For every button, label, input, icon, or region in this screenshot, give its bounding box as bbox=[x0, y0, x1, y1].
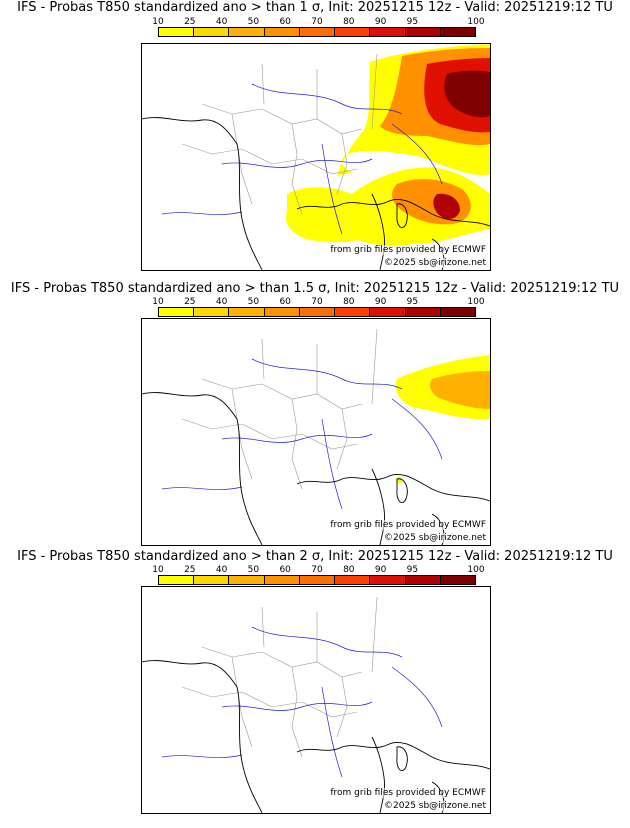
colorbar-swatch bbox=[370, 576, 406, 584]
colorbar-labels: 10 25 40 50 60 70 80 90 95 100 bbox=[152, 297, 484, 307]
probability-map: from grib files provided by ECMWF ©2025 … bbox=[141, 43, 491, 271]
colorbar-label: 95 bbox=[406, 565, 419, 575]
map-panel-1: IFS - Probas T850 standardized ano > tha… bbox=[0, 0, 630, 276]
probability-map: from grib files provided by ECMWF ©2025 … bbox=[141, 586, 491, 814]
rivers bbox=[161, 358, 443, 510]
colorbar-label: 50 bbox=[247, 17, 260, 27]
map-panel-3: IFS - Probas T850 standardized ano > tha… bbox=[0, 544, 630, 828]
colorbar-swatch bbox=[335, 576, 371, 584]
prob-area-yellow-spot bbox=[396, 476, 403, 484]
rivers bbox=[161, 83, 443, 235]
borders bbox=[181, 53, 378, 215]
colorbar-label: 60 bbox=[279, 565, 291, 575]
colorbar-swatch bbox=[159, 308, 195, 316]
colorbar-swatch bbox=[159, 576, 195, 584]
probability-field bbox=[395, 355, 490, 484]
colorbar-label: 70 bbox=[311, 17, 323, 27]
rivers bbox=[161, 626, 443, 778]
colorbar-swatch bbox=[229, 576, 265, 584]
colorbar-labels: 10 25 40 50 60 70 80 90 95 100 bbox=[152, 17, 484, 27]
colorbar-label: 60 bbox=[279, 17, 291, 27]
colorbar-label: 80 bbox=[343, 17, 355, 27]
colorbar-label: 90 bbox=[374, 297, 387, 307]
colorbar-label: 10 bbox=[152, 17, 164, 27]
colorbar-label: 100 bbox=[467, 297, 485, 307]
colorbar-label: 70 bbox=[311, 565, 323, 575]
colorbar-label: 90 bbox=[374, 565, 387, 575]
map-panel-2: IFS - Probas T850 standardized ano > tha… bbox=[0, 276, 630, 546]
colorbar-label: 50 bbox=[247, 565, 260, 575]
copyright-credit: ©2025 sb@irizone.net bbox=[384, 801, 486, 811]
colorbar-swatch bbox=[405, 28, 441, 36]
source-credit: from grib files provided by ECMWF bbox=[330, 520, 486, 530]
colorbar-swatch bbox=[299, 28, 336, 36]
colorbar-swatch bbox=[299, 576, 336, 584]
colorbar-swatch bbox=[229, 308, 265, 316]
colorbar-swatch bbox=[370, 28, 406, 36]
colorbar-label: 25 bbox=[184, 297, 196, 307]
colorbar-swatch bbox=[194, 308, 230, 316]
colorbar-label: 95 bbox=[406, 297, 419, 307]
colorbar-swatch bbox=[194, 576, 230, 584]
colorbar bbox=[158, 575, 476, 585]
panel-title: IFS - Probas T850 standardized ano > tha… bbox=[17, 549, 613, 564]
colorbar-label: 100 bbox=[467, 565, 485, 575]
borders bbox=[181, 596, 378, 758]
colorbar-labels: 10 25 40 50 60 70 80 90 95 100 bbox=[152, 565, 484, 575]
colorbar-label: 90 bbox=[374, 17, 387, 27]
colorbar-swatch bbox=[335, 28, 371, 36]
colorbar-swatch bbox=[264, 308, 300, 316]
probability-field bbox=[285, 44, 490, 247]
colorbar bbox=[158, 307, 476, 317]
colorbar-swatch bbox=[264, 576, 300, 584]
colorbar-label: 40 bbox=[215, 297, 228, 307]
colorbar-swatch bbox=[194, 28, 230, 36]
panel-title: IFS - Probas T850 standardized ano > tha… bbox=[17, 0, 613, 15]
source-credit: from grib files provided by ECMWF bbox=[330, 788, 486, 798]
colorbar bbox=[158, 27, 476, 37]
probability-map: from grib files provided by ECMWF ©2025 … bbox=[141, 318, 491, 546]
colorbar-label: 10 bbox=[152, 565, 164, 575]
map-canvas bbox=[142, 596, 490, 813]
colorbar-label: 25 bbox=[184, 17, 196, 27]
source-credit: from grib files provided by ECMWF bbox=[330, 245, 486, 255]
colorbar-label: 40 bbox=[215, 17, 228, 27]
colorbar-swatch bbox=[405, 308, 441, 316]
colorbar-swatch bbox=[440, 308, 475, 316]
borders bbox=[181, 328, 378, 490]
colorbar-swatch bbox=[159, 28, 195, 36]
panel-title: IFS - Probas T850 standardized ano > tha… bbox=[10, 281, 620, 296]
colorbar-label: 95 bbox=[406, 17, 419, 27]
prob-area-dark bbox=[444, 70, 490, 118]
colorbar-swatch bbox=[299, 308, 336, 316]
prob-area-orange bbox=[429, 371, 490, 409]
copyright-credit: ©2025 sb@irizone.net bbox=[384, 258, 486, 268]
colorbar-swatch bbox=[335, 308, 371, 316]
colorbar-label: 80 bbox=[343, 565, 355, 575]
colorbar-swatch bbox=[264, 28, 300, 36]
colorbar-swatch bbox=[440, 28, 475, 36]
colorbar-label: 50 bbox=[247, 297, 260, 307]
prob-area-dark-south bbox=[433, 193, 460, 219]
colorbar-label: 10 bbox=[152, 297, 164, 307]
coastline bbox=[142, 392, 490, 545]
colorbar-swatch bbox=[370, 308, 406, 316]
colorbar-label: 100 bbox=[467, 17, 485, 27]
map-canvas bbox=[142, 44, 490, 270]
colorbar-label: 70 bbox=[311, 297, 323, 307]
colorbar-label: 60 bbox=[279, 297, 291, 307]
colorbar-label: 25 bbox=[184, 565, 196, 575]
colorbar-label: 40 bbox=[215, 565, 228, 575]
map-canvas bbox=[142, 328, 490, 545]
copyright-credit: ©2025 sb@irizone.net bbox=[384, 533, 486, 543]
colorbar-swatch bbox=[440, 576, 475, 584]
colorbar-label: 80 bbox=[343, 297, 355, 307]
colorbar-swatch bbox=[229, 28, 265, 36]
colorbar-swatch bbox=[405, 576, 441, 584]
